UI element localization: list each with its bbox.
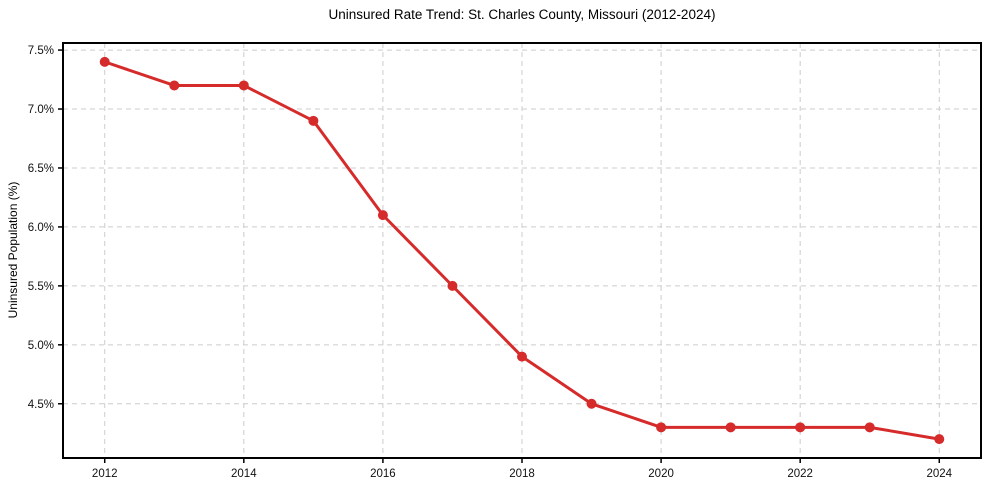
data-point: [864, 422, 875, 433]
y-tick-label: 4.5%: [28, 399, 54, 411]
x-tick-label: 2014: [231, 468, 257, 480]
data-point: [238, 80, 249, 91]
x-tick-label: 2022: [787, 468, 813, 480]
data-point: [447, 280, 458, 291]
y-tick-label: 7.5%: [28, 45, 54, 57]
data-point: [99, 56, 110, 67]
data-point: [308, 115, 319, 126]
x-tick-label: 2024: [926, 468, 952, 480]
axes-frame: [62, 42, 982, 459]
data-point: [517, 351, 527, 362]
chart-title: Uninsured Rate Trend: St. Charles County…: [328, 7, 716, 22]
x-tick-label: 2018: [509, 468, 535, 480]
data-point: [725, 422, 736, 433]
data-point: [934, 434, 945, 445]
x-tick-label: 2016: [370, 468, 396, 480]
data-point: [169, 80, 180, 91]
data-point: [377, 210, 388, 221]
x-tick-label: 2012: [92, 468, 118, 480]
y-tick-label: 6.5%: [28, 163, 54, 175]
y-tick-label: 6.0%: [28, 222, 54, 234]
y-tick-label: 5.5%: [28, 281, 54, 293]
data-point: [656, 422, 667, 433]
data-point: [586, 398, 597, 409]
y-tick-label: 5.0%: [28, 340, 54, 352]
data-point: [795, 422, 806, 433]
y-tick-label: 7.0%: [28, 104, 54, 116]
x-tick-label: 2020: [648, 468, 674, 480]
